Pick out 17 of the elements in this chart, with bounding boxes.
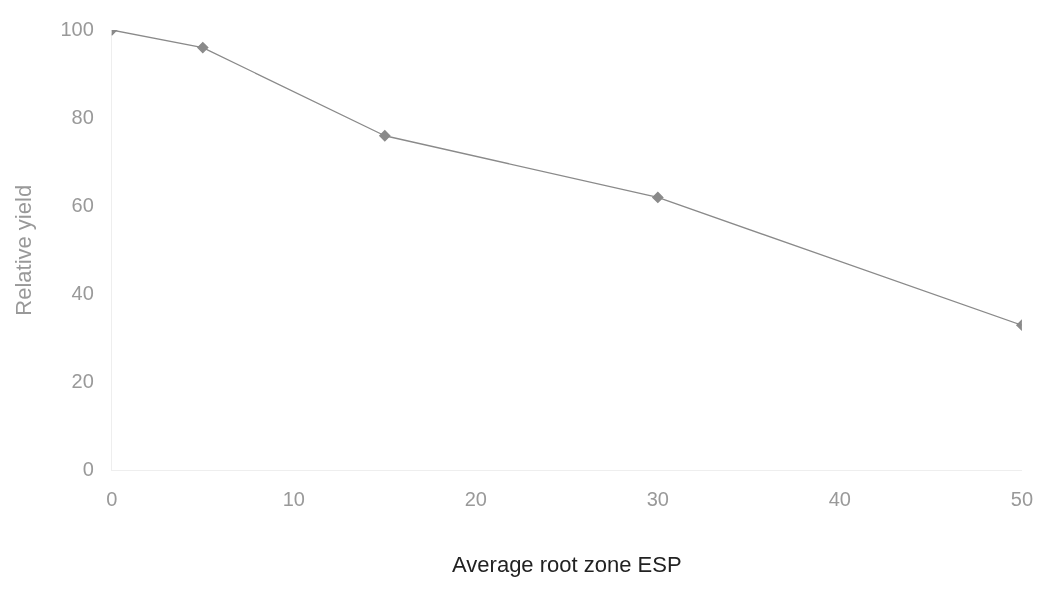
y-tick-label: 0 bbox=[82, 458, 94, 481]
point bbox=[197, 41, 209, 54]
y-tick-label: 20 bbox=[71, 370, 94, 392]
point bbox=[379, 130, 391, 142]
x-tick-label: 30 bbox=[646, 488, 669, 511]
x-tick-label: 10 bbox=[282, 488, 305, 511]
x-tick-label: 20 bbox=[464, 488, 487, 511]
y-tick-label: 80 bbox=[71, 105, 94, 128]
x-tick-label: 40 bbox=[828, 488, 851, 511]
x-tick-label: 50 bbox=[1010, 488, 1033, 511]
y-tick-label: 60 bbox=[71, 193, 94, 216]
y-axis-title: Relative yield bbox=[11, 184, 37, 316]
x-tick-label: 0 bbox=[106, 488, 118, 511]
y-tick-label: 40 bbox=[71, 281, 94, 304]
point bbox=[652, 191, 664, 204]
x-axis-title: Average root zone ESP bbox=[452, 551, 682, 577]
y-tick-label: 100 bbox=[60, 17, 94, 40]
